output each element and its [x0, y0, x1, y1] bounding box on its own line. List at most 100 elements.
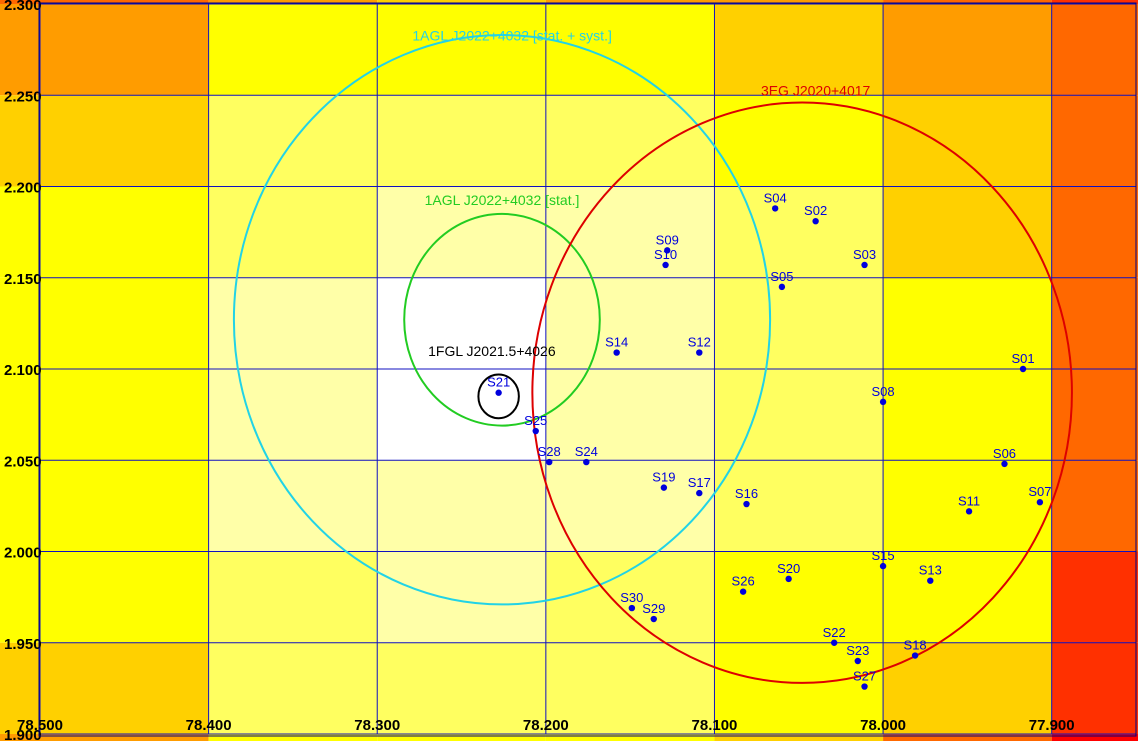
- heatmap-cell: [883, 460, 1052, 552]
- heatmap-cell: [0, 369, 209, 461]
- heatmap-cell: [1051, 4, 1138, 96]
- source-label: S02: [804, 203, 827, 218]
- heatmap-cell: [0, 551, 209, 643]
- x-tick-label: 78.000: [860, 717, 906, 734]
- heatmap-cell: [883, 642, 1052, 734]
- source-point: [1036, 499, 1044, 506]
- heatmap-cell: [545, 277, 715, 369]
- source-point: [664, 247, 671, 254]
- heatmap-cell: [208, 551, 378, 643]
- circle-label: 1FGL J2021.5+4026: [428, 343, 556, 359]
- heatmap-cell: [0, 186, 209, 278]
- heatmap-cell: [0, 642, 209, 734]
- heatmap-cell: [0, 460, 209, 552]
- heatmap-cell: [0, 0, 209, 4]
- heatmap-cell: [883, 551, 1052, 643]
- source-point: [1001, 460, 1008, 468]
- heatmap-cell: [208, 0, 378, 4]
- y-tick-label: 2.050: [4, 453, 42, 470]
- heatmap-cell: [714, 186, 884, 278]
- source-label: S28: [538, 444, 561, 459]
- x-tick-label: 78.100: [692, 717, 738, 734]
- source-point: [743, 500, 750, 508]
- source-point: [879, 562, 887, 570]
- source-label: S17: [688, 475, 711, 490]
- error-circles: 1AGL J2022+4032 [stat. + syst.] 1AGL J202…: [232, 28, 1073, 684]
- source-point: [785, 575, 792, 583]
- error-circle: [403, 212, 601, 427]
- heatmap-cell: [714, 277, 884, 369]
- heatmap-cell: [883, 186, 1052, 278]
- heatmap-cell: [377, 186, 546, 278]
- source-label: S05: [770, 269, 793, 284]
- heatmap-cell: [377, 0, 546, 4]
- heatmap-cell: [714, 0, 884, 4]
- source-point: [812, 217, 819, 225]
- source-label: S24: [575, 444, 598, 459]
- plot-frame: [38, 2, 1137, 737]
- y-tick-label: 2.100: [4, 362, 42, 379]
- source-point: [911, 652, 919, 659]
- heatmap-cell: [545, 95, 715, 187]
- source-point: [660, 484, 668, 491]
- heatmap-cell: [0, 734, 209, 741]
- x-tick-label: 78.300: [354, 717, 400, 734]
- source-label: S26: [732, 574, 755, 589]
- heatmap-cell: [208, 642, 378, 734]
- error-circle: [477, 373, 520, 420]
- y-tick-label: 1.950: [4, 636, 42, 653]
- heatmap-cell: [377, 642, 546, 734]
- source-point: [662, 261, 669, 269]
- source-label: S09: [656, 232, 679, 247]
- source-point: [1019, 365, 1027, 373]
- y-tick-label: 1.900: [4, 727, 42, 741]
- heatmap-cell: [208, 186, 378, 278]
- heatmap-cell: [714, 369, 884, 461]
- source-point: [879, 398, 887, 406]
- heatmap-cell: [1051, 186, 1138, 278]
- source-label: S19: [652, 470, 675, 485]
- source-point: [696, 489, 703, 497]
- heatmap-cell: [377, 369, 546, 461]
- heatmap-cell: [0, 277, 209, 369]
- error-circle: [531, 101, 1073, 684]
- heatmap-cell: [1051, 95, 1138, 187]
- source-point: [495, 389, 502, 396]
- source-point: [830, 639, 838, 646]
- heatmap-cell: [545, 4, 715, 96]
- source-label: S08: [872, 384, 895, 399]
- source-label: S06: [993, 446, 1016, 461]
- heatmap-cell: [883, 277, 1052, 369]
- source-label: S16: [735, 486, 758, 501]
- source-label: S11: [958, 493, 980, 508]
- axis-tick-labels: 78.500 78.400 78.300 78.200 78.100 78.000 77.9…: [4, 0, 1075, 741]
- heatmap-cell: [377, 551, 546, 643]
- heatmap-cell: [377, 95, 546, 187]
- source-point: [739, 588, 747, 595]
- source-point: [628, 604, 636, 612]
- heatmap-cell: [1051, 460, 1138, 552]
- source-point: [965, 508, 973, 515]
- source-label: S10: [654, 247, 677, 262]
- heatmap-cell: [883, 95, 1052, 187]
- source-point: [613, 349, 620, 356]
- heatmap-cell: [377, 277, 546, 369]
- heatmap-cell: [545, 551, 715, 643]
- heatmap-cell: [545, 642, 715, 734]
- heatmap-cell: [883, 4, 1052, 96]
- source-label: S21: [487, 375, 510, 390]
- y-tick-label: 2.150: [4, 271, 42, 288]
- circle-label: 1AGL J2022+4032 [stat.]: [425, 192, 580, 208]
- heatmap-cell: [0, 95, 209, 187]
- heatmap-cell: [883, 734, 1052, 741]
- heatmap-cell: [883, 369, 1052, 461]
- heatmap-cell: [377, 734, 546, 741]
- heatmap-cell: [545, 186, 715, 278]
- y-tick-label: 2.300: [4, 0, 42, 14]
- source-point: [532, 427, 539, 435]
- y-tick-label: 2.200: [4, 180, 42, 197]
- heatmap-cell: [208, 460, 378, 552]
